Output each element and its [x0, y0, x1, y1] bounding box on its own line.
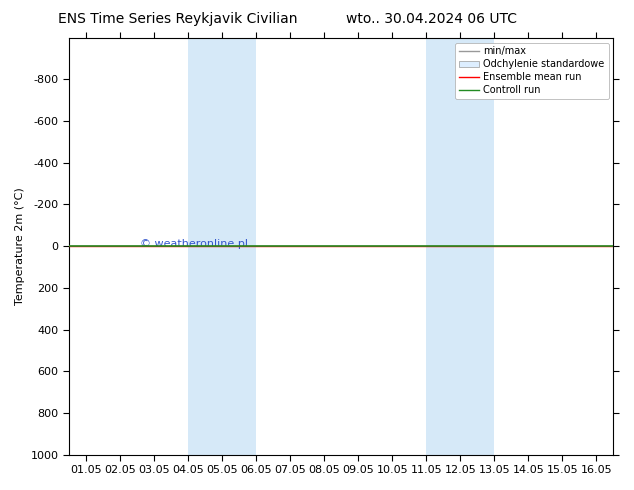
Text: ENS Time Series Reykjavik Civilian: ENS Time Series Reykjavik Civilian	[58, 12, 297, 26]
Text: © weatheronline.pl: © weatheronline.pl	[139, 239, 248, 249]
Bar	[426, 38, 495, 455]
Legend: min/max, Odchylenie standardowe, Ensemble mean run, Controll run: min/max, Odchylenie standardowe, Ensembl…	[455, 43, 609, 99]
Bar	[188, 38, 256, 455]
Text: wto.. 30.04.2024 06 UTC: wto.. 30.04.2024 06 UTC	[346, 12, 517, 26]
Y-axis label: Temperature 2m (°C): Temperature 2m (°C)	[15, 187, 25, 305]
